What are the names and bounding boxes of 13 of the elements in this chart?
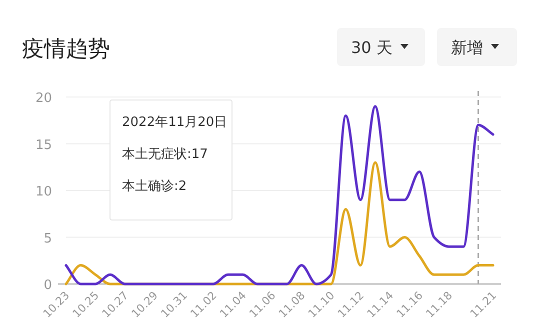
line-series xyxy=(64,105,494,286)
annotation: 2022年11月20日 xyxy=(122,115,228,130)
y-tick-label: 5 xyxy=(44,231,52,246)
tooltip: 2022年11月20日 本土无症状:17 本土确诊:2 xyxy=(110,100,232,220)
chart-title: 疫情趋势 xyxy=(22,37,110,62)
annotation: 本土确诊:2 xyxy=(122,179,187,194)
annotation: 本土无症状:17 xyxy=(122,147,208,162)
y-tick-label: 10 xyxy=(35,184,52,200)
button: 30 天 xyxy=(337,28,425,66)
y-tick-label: 20 xyxy=(35,91,52,106)
y-tick-label: 15 xyxy=(35,138,52,153)
y-tick-label: 0 xyxy=(44,278,52,293)
button: 新增 xyxy=(437,28,517,66)
